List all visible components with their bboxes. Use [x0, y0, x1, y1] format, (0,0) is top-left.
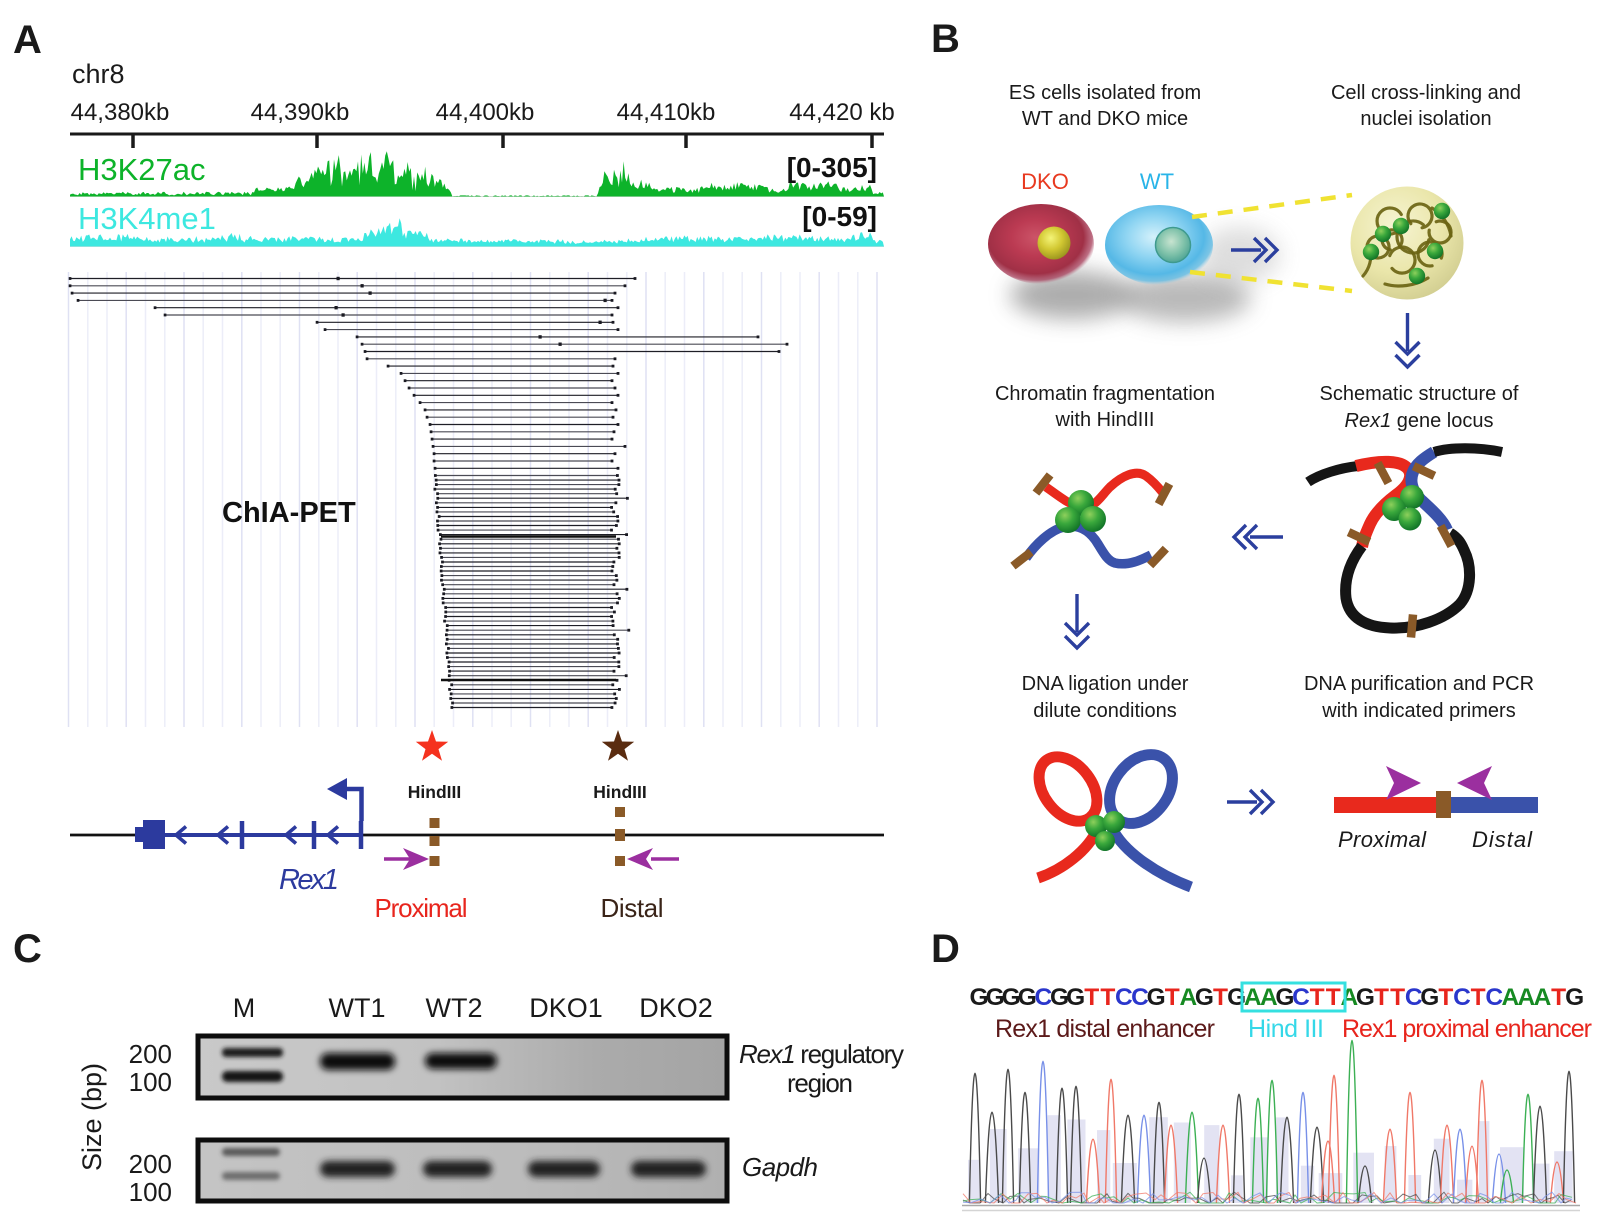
svg-text:Distal: Distal — [601, 893, 664, 923]
svg-text:A: A — [1179, 984, 1197, 1011]
svg-text:T: T — [1326, 984, 1341, 1011]
svg-text:ChIA-PET: ChIA-PET — [222, 497, 356, 529]
svg-text:Rex1 regulatory: Rex1 regulatory — [739, 1039, 904, 1069]
svg-text:chr8: chr8 — [72, 59, 125, 89]
svg-text:with indicated primers: with indicated primers — [1321, 700, 1515, 722]
svg-text:Cell cross-linking and: Cell cross-linking and — [1331, 82, 1521, 104]
svg-text:G: G — [1195, 984, 1214, 1011]
svg-text:44,420 kb: 44,420 kb — [789, 99, 894, 126]
svg-text:100: 100 — [129, 1177, 172, 1207]
svg-text:Proximal: Proximal — [375, 893, 468, 923]
svg-text:DNA purification and PCR: DNA purification and PCR — [1304, 673, 1534, 695]
svg-text:T: T — [1310, 984, 1325, 1011]
svg-text:G: G — [1018, 984, 1037, 1011]
svg-text:A: A — [1501, 984, 1519, 1011]
svg-text:WT: WT — [1140, 169, 1174, 194]
svg-text:Hind III: Hind III — [1248, 1015, 1324, 1043]
svg-text:A: A — [1260, 984, 1278, 1011]
svg-text:T: T — [1165, 984, 1180, 1011]
svg-text:A: A — [1244, 984, 1262, 1011]
svg-text:B: B — [931, 17, 960, 61]
svg-text:C: C — [1405, 984, 1423, 1011]
svg-text:G: G — [986, 984, 1005, 1011]
svg-text:44,380kb: 44,380kb — [71, 99, 170, 126]
svg-text:M: M — [233, 993, 256, 1023]
svg-text:Schematic structure of: Schematic structure of — [1320, 383, 1519, 405]
svg-text:Rex1 distal enhancer: Rex1 distal enhancer — [995, 1015, 1215, 1043]
svg-text:G: G — [1275, 984, 1294, 1011]
svg-text:Rex1: Rex1 — [279, 864, 339, 896]
svg-text:C: C — [1035, 984, 1053, 1011]
svg-text:C: C — [13, 927, 42, 971]
svg-text:Size (bp): Size (bp) — [77, 1063, 107, 1171]
svg-text:Gapdh: Gapdh — [742, 1152, 818, 1182]
svg-text:C: C — [1485, 984, 1503, 1011]
svg-text:WT2: WT2 — [426, 993, 483, 1023]
svg-text:44,390kb: 44,390kb — [251, 99, 350, 126]
svg-text:200: 200 — [129, 1039, 172, 1069]
svg-text:A: A — [1534, 984, 1552, 1011]
svg-text:Distal: Distal — [1472, 827, 1533, 852]
svg-text:with HindIII: with HindIII — [1055, 409, 1155, 431]
svg-text:T: T — [1390, 984, 1405, 1011]
svg-text:A: A — [1518, 984, 1536, 1011]
svg-text:ES cells isolated from: ES cells isolated from — [1009, 82, 1201, 104]
svg-text:G: G — [1050, 984, 1069, 1011]
svg-text:200: 200 — [129, 1149, 172, 1179]
svg-text:DKO1: DKO1 — [529, 993, 603, 1023]
svg-text:G: G — [1147, 984, 1166, 1011]
svg-text:44,400kb: 44,400kb — [436, 99, 535, 126]
svg-text:WT and DKO mice: WT and DKO mice — [1022, 108, 1188, 130]
svg-text:T: T — [1438, 984, 1453, 1011]
svg-text:G: G — [1002, 984, 1021, 1011]
svg-text:Chromatin fragmentation: Chromatin fragmentation — [995, 383, 1215, 405]
svg-text:[0-59]: [0-59] — [802, 201, 877, 232]
svg-text:44,410kb: 44,410kb — [617, 99, 716, 126]
svg-text:G: G — [969, 984, 988, 1011]
svg-text:H3K4me1: H3K4me1 — [78, 201, 216, 236]
svg-text:G: G — [1565, 984, 1584, 1011]
svg-text:T: T — [1374, 984, 1389, 1011]
svg-text:T: T — [1471, 984, 1486, 1011]
svg-text:G: G — [1066, 984, 1085, 1011]
svg-text:T: T — [1084, 984, 1099, 1011]
svg-text:dilute conditions: dilute conditions — [1033, 700, 1176, 722]
svg-text:C: C — [1453, 984, 1471, 1011]
svg-text:H3K27ac: H3K27ac — [78, 152, 206, 187]
svg-text:Rex1 proximal enhancer: Rex1 proximal enhancer — [1342, 1015, 1592, 1043]
svg-text:Rex1 gene locus: Rex1 gene locus — [1345, 410, 1494, 432]
svg-text:C: C — [1131, 984, 1149, 1011]
svg-text:G: G — [1420, 984, 1439, 1011]
svg-text:T: T — [1551, 984, 1566, 1011]
svg-text:DNA ligation under: DNA ligation under — [1022, 673, 1189, 695]
svg-text:100: 100 — [129, 1067, 172, 1097]
svg-text:T: T — [1213, 984, 1228, 1011]
svg-text:HindIII: HindIII — [408, 782, 461, 802]
svg-text:region: region — [787, 1068, 853, 1098]
svg-text:G: G — [1356, 984, 1375, 1011]
svg-text:[0-305]: [0-305] — [787, 152, 877, 183]
svg-text:WT1: WT1 — [329, 993, 386, 1023]
svg-text:DKO: DKO — [1021, 169, 1069, 194]
svg-text:C: C — [1115, 984, 1133, 1011]
svg-text:nuclei isolation: nuclei isolation — [1360, 108, 1491, 130]
svg-text:A: A — [13, 18, 42, 62]
svg-text:T: T — [1100, 984, 1115, 1011]
svg-text:Proximal: Proximal — [1338, 827, 1427, 852]
svg-text:HindIII: HindIII — [593, 782, 646, 802]
svg-text:DKO2: DKO2 — [639, 993, 713, 1023]
svg-text:D: D — [931, 927, 960, 971]
svg-text:C: C — [1292, 984, 1310, 1011]
